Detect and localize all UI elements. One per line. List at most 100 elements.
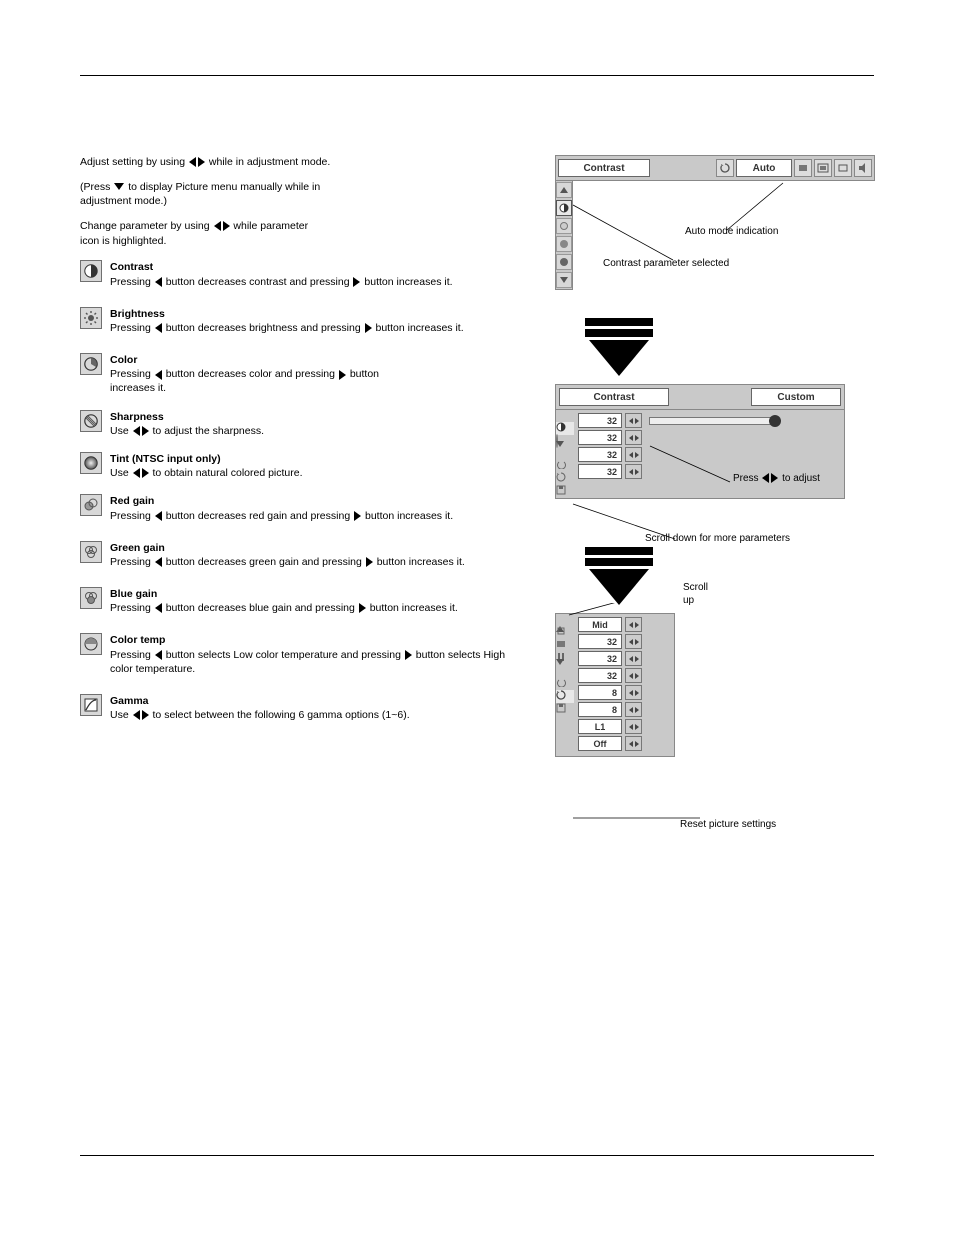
sidebar-item-icon[interactable] bbox=[556, 639, 574, 652]
spinner-button[interactable] bbox=[625, 464, 642, 479]
value-field: 8 bbox=[578, 685, 622, 700]
spinner-button[interactable] bbox=[625, 447, 642, 462]
osd-title-field: Contrast bbox=[558, 159, 650, 177]
right-arrow-icon bbox=[365, 323, 372, 333]
down-arrow-icon bbox=[114, 183, 124, 190]
value-field: 32 bbox=[578, 464, 622, 479]
spinner-button[interactable] bbox=[625, 719, 642, 734]
text: Pressing bbox=[110, 510, 154, 522]
spinner-button[interactable] bbox=[625, 617, 642, 632]
undo-icon[interactable] bbox=[556, 677, 574, 690]
value-field: 8 bbox=[578, 702, 622, 717]
text: Use bbox=[110, 425, 132, 437]
value-field: 32 bbox=[578, 634, 622, 649]
sidebar-color-icon[interactable] bbox=[556, 236, 572, 252]
spinner-button[interactable] bbox=[625, 634, 642, 649]
size3-icon[interactable] bbox=[834, 159, 852, 177]
left-arrow-icon bbox=[762, 473, 769, 483]
text: while in adjustment mode. bbox=[209, 156, 330, 168]
text: button increases it. bbox=[365, 510, 453, 522]
sidebar-contrast-icon[interactable] bbox=[556, 422, 574, 435]
spinner-button[interactable] bbox=[625, 413, 642, 428]
save-icon[interactable] bbox=[556, 485, 574, 498]
text: to select between the following 6 gamma … bbox=[153, 709, 410, 721]
size1-icon[interactable] bbox=[794, 159, 812, 177]
text: button decreases contrast and pressing bbox=[166, 276, 353, 288]
scroll-down-icon[interactable] bbox=[556, 272, 572, 288]
right-arrow-icon bbox=[771, 473, 778, 483]
color-icon bbox=[80, 353, 102, 375]
value-row: 32 bbox=[578, 634, 642, 649]
slider[interactable] bbox=[649, 417, 779, 425]
speaker-icon[interactable] bbox=[854, 159, 872, 177]
osd-bot-panel: Mid 32 32 32 8 8 L1 Off Scroll up Reset … bbox=[555, 613, 675, 757]
param-title: Sharpness bbox=[110, 411, 164, 423]
text: button increases it. bbox=[377, 556, 465, 568]
left-arrow-icon bbox=[155, 650, 162, 660]
reset-icon[interactable] bbox=[556, 472, 574, 485]
sidebar-item-icon[interactable] bbox=[556, 626, 574, 639]
left-arrow-icon bbox=[155, 557, 162, 567]
text: Use bbox=[110, 709, 132, 721]
spinner-button[interactable] bbox=[625, 685, 642, 700]
scroll-down-icon[interactable] bbox=[556, 447, 574, 459]
param-title: Color temp bbox=[110, 634, 165, 646]
right-arrow-icon bbox=[366, 557, 373, 567]
spinner-button[interactable] bbox=[625, 651, 642, 666]
value-field: 32 bbox=[578, 651, 622, 666]
value-field: Off bbox=[578, 736, 622, 751]
refresh-icon[interactable] bbox=[716, 159, 734, 177]
sidebar-contrast-icon[interactable] bbox=[556, 200, 572, 216]
spinner-button[interactable] bbox=[625, 668, 642, 683]
spinner-button[interactable] bbox=[625, 430, 642, 445]
left-arrow-icon bbox=[155, 370, 162, 380]
left-arrow-icon bbox=[133, 710, 140, 720]
right-arrow-icon bbox=[198, 157, 205, 167]
scroll-up-icon[interactable] bbox=[556, 182, 572, 198]
red-gain-icon bbox=[80, 494, 102, 516]
scroll-down-icon[interactable] bbox=[556, 665, 574, 677]
sidebar-brightness-icon[interactable] bbox=[556, 218, 572, 234]
value-row: 32 bbox=[578, 430, 779, 445]
text: adjustment mode.) bbox=[80, 195, 167, 207]
scroll-up-icon[interactable] bbox=[556, 614, 574, 626]
text: button decreases blue gain and pressing bbox=[166, 602, 358, 614]
save-icon[interactable] bbox=[556, 703, 574, 716]
param-sharpness: Sharpness Use to adjust the sharpness. bbox=[80, 410, 520, 438]
value-row: Mid bbox=[578, 617, 642, 632]
text: button decreases brightness and pressing bbox=[166, 322, 364, 334]
tint-icon bbox=[80, 452, 102, 474]
big-arrow-1 bbox=[585, 318, 653, 376]
param-title: Tint (NTSC input only) bbox=[110, 453, 221, 465]
undo-icon[interactable] bbox=[556, 459, 574, 472]
text: to obtain natural colored picture. bbox=[153, 467, 303, 479]
osd-mode-field[interactable]: Auto bbox=[736, 159, 792, 177]
text: Pressing bbox=[110, 368, 154, 380]
scroll-up-icon[interactable] bbox=[556, 410, 574, 422]
color-temp-icon bbox=[80, 633, 102, 655]
right-arrow-icon bbox=[353, 277, 360, 287]
osd-mid-title-field: Contrast bbox=[559, 388, 669, 406]
osd-bot-sidebar bbox=[556, 614, 574, 756]
sidebar-sharpness-icon[interactable] bbox=[556, 254, 572, 270]
text: to adjust the sharpness. bbox=[153, 425, 265, 437]
value-field: Mid bbox=[578, 617, 622, 632]
text: button selects Low color temperature and… bbox=[166, 649, 404, 661]
callout-press-adjust: Press to adjust bbox=[733, 472, 863, 485]
text: Press bbox=[733, 473, 761, 484]
green-gain-icon bbox=[80, 541, 102, 563]
left-arrow-icon bbox=[133, 468, 140, 478]
rule-bottom bbox=[80, 1155, 874, 1156]
param-red-gain: Red gain Pressing button decreases red g… bbox=[80, 494, 520, 522]
osd-mid-mode-field: Custom bbox=[751, 388, 841, 406]
text: to display Picture menu manually while i… bbox=[128, 181, 320, 193]
spinner-button[interactable] bbox=[625, 702, 642, 717]
spinner-button[interactable] bbox=[625, 736, 642, 751]
reset-icon[interactable] bbox=[556, 690, 574, 703]
callout-scroll-up: Scroll up bbox=[683, 581, 708, 607]
size2-icon[interactable] bbox=[814, 159, 832, 177]
text: button increases it. bbox=[370, 602, 458, 614]
osd-top-panel: Contrast Auto Auto mode indication bbox=[555, 155, 875, 310]
text: button increases it. bbox=[364, 276, 452, 288]
left-arrow-icon bbox=[189, 157, 196, 167]
